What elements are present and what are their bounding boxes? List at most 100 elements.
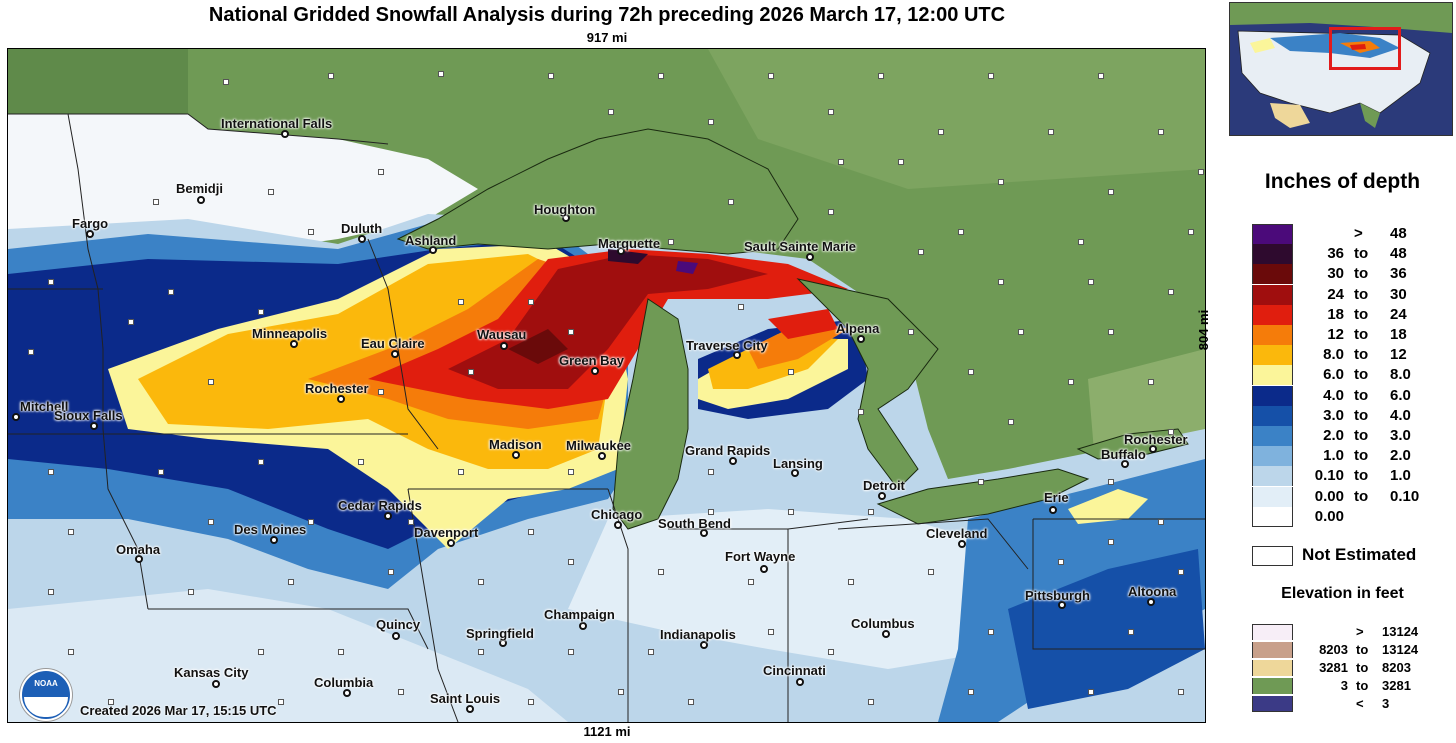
city-marker-icon	[760, 565, 768, 573]
station-marker-icon	[668, 239, 674, 245]
city-label: Rochester	[1124, 432, 1188, 447]
snowfall-map[interactable]: International Falls Bemidji Fargo Duluth Ash…	[7, 48, 1206, 723]
inset-map[interactable]	[1229, 2, 1453, 136]
station-marker-icon	[1168, 289, 1174, 295]
station-marker-icon	[208, 379, 214, 385]
station-marker-icon	[258, 649, 264, 655]
city-label: Ashland	[405, 233, 457, 248]
lake-superior	[396, 128, 799, 255]
station-marker-icon	[828, 209, 834, 215]
legend-value: 30	[1390, 285, 1407, 303]
station-marker-icon	[188, 589, 194, 595]
city-marker-icon	[12, 413, 20, 421]
station-marker-icon	[528, 299, 534, 305]
elevation-value: 13124	[1382, 642, 1419, 657]
scale-top-label: 917 mi	[586, 30, 628, 45]
legend-value: 30	[1327, 265, 1344, 283]
legend-value: 3.0	[1323, 406, 1344, 424]
city-label: Duluth	[341, 221, 383, 236]
lake-ontario	[1076, 428, 1189, 460]
station-marker-icon	[708, 469, 714, 475]
city-marker-icon	[429, 246, 437, 254]
legend-value: 1.0	[1390, 467, 1411, 485]
city-label: Buffalo	[1101, 447, 1146, 462]
station-marker-icon	[998, 179, 1004, 185]
station-marker-icon	[658, 73, 664, 79]
station-marker-icon	[998, 279, 1004, 285]
city-marker-icon	[86, 230, 94, 238]
station-marker-icon	[68, 529, 74, 535]
station-marker-icon	[1108, 539, 1114, 545]
boundaries	[8, 113, 1205, 722]
city-marker-icon	[135, 555, 143, 563]
city-label: Davenport	[414, 525, 479, 540]
legend-swatch	[1252, 466, 1293, 487]
station-marker-icon	[878, 73, 884, 79]
legend-swatch	[1252, 325, 1293, 345]
legend-swatch	[1252, 426, 1293, 446]
station-marker-icon	[378, 389, 384, 395]
legend-swatch	[1252, 446, 1293, 467]
city-label: Des Moines	[234, 522, 307, 537]
city-label: Cedar Rapids	[338, 498, 422, 513]
station-marker-icon	[568, 649, 574, 655]
legend-value: 18	[1327, 305, 1344, 323]
legend-swatch	[1252, 385, 1293, 406]
station-marker-icon	[908, 329, 914, 335]
station-marker-icon	[648, 649, 654, 655]
legend-swatch	[1252, 486, 1293, 507]
station-marker-icon	[48, 469, 54, 475]
scale-bottom-label: 1121 mi	[583, 724, 631, 739]
station-marker-icon	[608, 109, 614, 115]
legend-value: to	[1354, 427, 1369, 444]
station-marker-icon	[708, 509, 714, 515]
legend-value: to	[1354, 406, 1369, 424]
station-marker-icon	[1158, 519, 1164, 525]
station-marker-icon	[868, 699, 874, 705]
elevation-swatch	[1252, 696, 1293, 712]
elevation-patch-nw	[8, 49, 188, 114]
city-marker-icon	[700, 641, 708, 649]
city-marker-icon	[729, 457, 737, 465]
city-marker-icon	[337, 395, 345, 403]
elevation-value: 13124	[1382, 624, 1419, 639]
station-marker-icon	[1058, 559, 1064, 565]
legend-value: 6.0	[1390, 386, 1411, 404]
station-marker-icon	[748, 579, 754, 585]
legend-swatch	[1252, 284, 1293, 305]
station-marker-icon	[1068, 379, 1074, 385]
legend-value: 3.0	[1390, 427, 1411, 444]
legend-swatch	[1252, 224, 1293, 244]
map-layers	[8, 49, 1205, 722]
not-estimated-swatch	[1252, 546, 1293, 566]
station-marker-icon	[478, 579, 484, 585]
snow-over-48in	[676, 261, 698, 274]
city-label: Sioux Falls	[54, 408, 123, 423]
elevation-value: 8203	[1319, 642, 1348, 657]
station-marker-icon	[1088, 279, 1094, 285]
legend-value: 0.00	[1314, 487, 1344, 505]
city-label: Minneapolis	[252, 326, 328, 341]
elevation-value: 3281	[1382, 678, 1411, 693]
city-label: Detroit	[863, 478, 905, 493]
station-marker-icon	[378, 169, 384, 175]
page-title: National Gridded Snowfall Analysis durin…	[208, 4, 1006, 26]
city-marker-icon	[290, 340, 298, 348]
station-marker-icon	[568, 469, 574, 475]
city-label: Fargo	[72, 216, 109, 231]
city-marker-icon	[212, 680, 220, 688]
elevation-value: 3	[1382, 696, 1390, 711]
snow-6-8in-erie	[1068, 489, 1148, 524]
station-marker-icon	[708, 119, 714, 125]
city-label: Pittsburgh	[1025, 588, 1090, 603]
city-marker-icon	[90, 422, 98, 430]
station-marker-icon	[28, 349, 34, 355]
city-label: Eau Claire	[361, 336, 425, 351]
legend-value: 18	[1390, 326, 1407, 343]
city-label: Columbia	[314, 675, 374, 690]
station-marker-icon	[928, 569, 934, 575]
station-marker-icon	[768, 73, 774, 79]
legend-swatch	[1252, 304, 1293, 325]
station-marker-icon	[358, 459, 364, 465]
city-label: Alpena	[836, 321, 880, 336]
